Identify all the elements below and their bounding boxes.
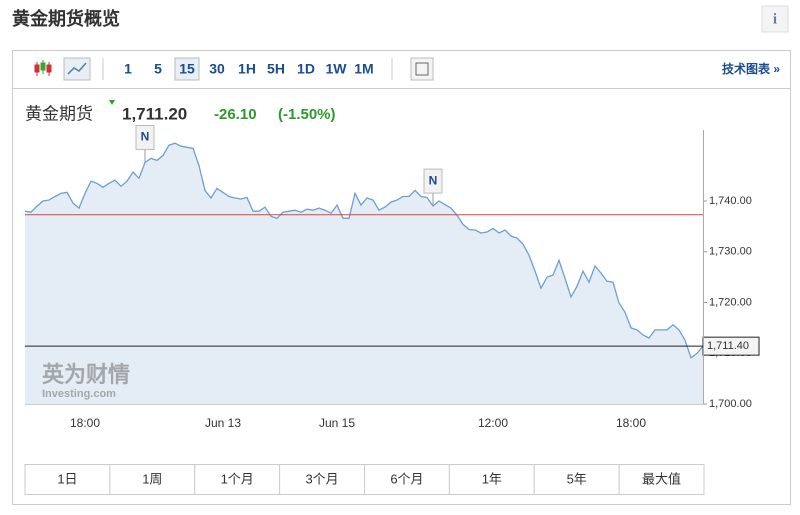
interval-button[interactable]: 15 — [179, 61, 195, 77]
title: 黄金期货概览 — [12, 8, 120, 29]
range-button[interactable] — [364, 464, 450, 495]
quote-change: -26.10 — [214, 106, 257, 123]
calendar-glyph — [415, 62, 429, 76]
x-tick-label: 18:00 — [70, 416, 100, 430]
line — [24, 142, 704, 359]
calendar-icon[interactable] — [410, 57, 434, 81]
up-arrow — [109, 100, 115, 105]
y-tick-label: 1,720.00 — [709, 296, 752, 308]
watermark: Investing.com — [42, 388, 116, 400]
watermark: 英为财情 — [42, 362, 130, 387]
panel — [12, 50, 791, 505]
line-icon-glyph — [67, 62, 87, 75]
range-button[interactable] — [618, 464, 705, 495]
x-tick-label: Jun 15 — [319, 416, 355, 430]
quote-price: 1,711.20 — [122, 104, 187, 123]
interval-active[interactable] — [174, 57, 200, 81]
interval-button[interactable]: 1M — [354, 61, 373, 77]
interval-button[interactable]: 30 — [209, 61, 225, 77]
interval-button[interactable]: 5H — [267, 61, 285, 77]
range-label[interactable]: 最大值 — [642, 471, 681, 486]
candle-icon[interactable] — [34, 60, 52, 76]
range-button[interactable] — [194, 464, 281, 495]
last-price-label: 1,711.40 — [707, 340, 749, 352]
range-label[interactable]: 1个月 — [221, 471, 254, 486]
interval-button[interactable]: 5 — [154, 61, 162, 77]
range-button[interactable] — [279, 464, 365, 495]
range-label[interactable]: 1周 — [142, 471, 162, 486]
x-tick-label: 12:00 — [478, 416, 508, 430]
y-tick-label: 1,700.00 — [709, 398, 752, 410]
interval-button[interactable]: 1D — [297, 61, 315, 77]
annotation-label[interactable]: N — [429, 173, 438, 187]
y-tick-label: 1,730.00 — [709, 246, 752, 258]
chart-link[interactable]: 技术图表 » — [722, 61, 780, 76]
annotation-box[interactable] — [135, 124, 155, 150]
interval-button[interactable]: 1H — [238, 61, 256, 77]
x-tick-label: Jun 13 — [205, 416, 241, 430]
x-tick-label: 18:00 — [616, 416, 646, 430]
info-button[interactable] — [761, 5, 789, 33]
range-button[interactable] — [448, 464, 535, 495]
range-label[interactable]: 3个月 — [305, 471, 338, 486]
y-tick-label: 1,740.00 — [709, 195, 752, 207]
interval-button[interactable]: 1 — [124, 61, 132, 77]
range-label[interactable]: 1日 — [57, 471, 77, 486]
quote-percent: (-1.50%) — [278, 106, 336, 123]
quote-name: 黄金期货 — [25, 104, 93, 123]
range-button[interactable] — [533, 464, 620, 495]
range-label[interactable]: 6个月 — [390, 471, 423, 486]
range-button[interactable] — [109, 464, 196, 495]
range-label[interactable]: 5年 — [567, 471, 587, 486]
annotation-label[interactable]: N — [141, 130, 150, 144]
info-icon[interactable]: i — [773, 11, 777, 27]
interval-button[interactable]: 1W — [326, 61, 348, 77]
area — [25, 143, 703, 404]
annotation-box[interactable] — [423, 168, 443, 194]
range-label[interactable]: 1年 — [482, 471, 502, 486]
